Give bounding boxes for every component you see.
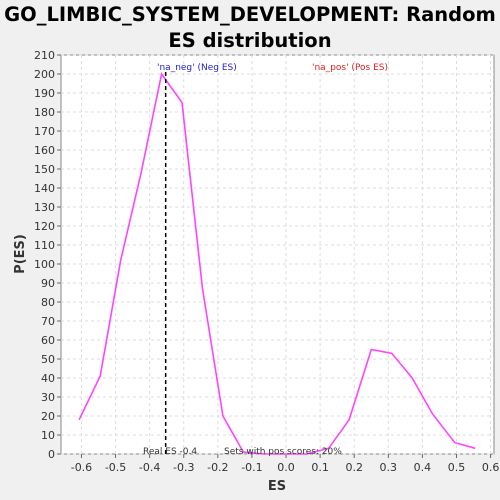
y-tick-label: 120	[34, 220, 55, 233]
y-axis-ticks: 0 10 20 30 40 50 60 70 80 90 100 110 120 130 140 150 160…	[34, 49, 61, 461]
x-tick-label: -0.4	[139, 461, 160, 474]
y-tick-label: 40	[41, 372, 55, 385]
x-tick-label: -0.3	[173, 461, 194, 474]
real-es-annotation: Real ES -0.4	[143, 447, 197, 457]
x-tick-label: 0.2	[345, 461, 363, 474]
legend-pos-label: 'na_pos' (Pos ES)	[312, 63, 388, 73]
y-tick-label: 150	[34, 163, 55, 176]
legend-neg-label: 'na_neg' (Neg ES)	[157, 63, 237, 73]
y-tick-label: 130	[34, 201, 55, 214]
x-tick-label: -0.6	[71, 461, 92, 474]
y-tick-label: 80	[41, 296, 55, 309]
x-tick-label: 0.0	[277, 461, 295, 474]
y-tick-label: 30	[41, 391, 55, 404]
x-tick-label: 0.3	[380, 461, 398, 474]
x-tick-label: 0.1	[311, 461, 329, 474]
plot-area	[61, 55, 494, 454]
x-axis-ticks: -0.6 -0.5 -0.4 -0.3 -0.2 -0.1 0.0 0.1 0.2 0.3 0.4 0…	[71, 454, 500, 474]
y-tick-label: 0	[48, 448, 55, 461]
y-tick-label: 50	[41, 353, 55, 366]
x-tick-label: 0.6	[482, 461, 500, 474]
y-axis-label: P(ES)	[13, 234, 28, 274]
y-tick-label: 10	[41, 429, 55, 442]
x-tick-label: -0.5	[105, 461, 126, 474]
x-tick-label: -0.2	[207, 461, 228, 474]
x-tick-label: 0.5	[448, 461, 466, 474]
x-tick-label: -0.1	[241, 461, 262, 474]
y-tick-label: 90	[41, 277, 55, 290]
pos-scores-annotation: Sets with pos scores: 20%	[224, 447, 342, 457]
x-tick-label: 0.4	[414, 461, 432, 474]
y-tick-label: 100	[34, 258, 55, 271]
y-tick-label: 110	[34, 239, 55, 252]
y-tick-label: 200	[34, 68, 55, 81]
y-tick-label: 70	[41, 315, 55, 328]
y-tick-label: 140	[34, 182, 55, 195]
y-tick-label: 180	[34, 106, 55, 119]
y-tick-label: 20	[41, 410, 55, 423]
y-tick-label: 60	[41, 334, 55, 347]
y-tick-label: 160	[34, 144, 55, 157]
x-axis-label: ES	[268, 479, 286, 494]
y-tick-label: 190	[34, 87, 55, 100]
y-tick-label: 170	[34, 125, 55, 138]
y-tick-label: 210	[34, 49, 55, 62]
